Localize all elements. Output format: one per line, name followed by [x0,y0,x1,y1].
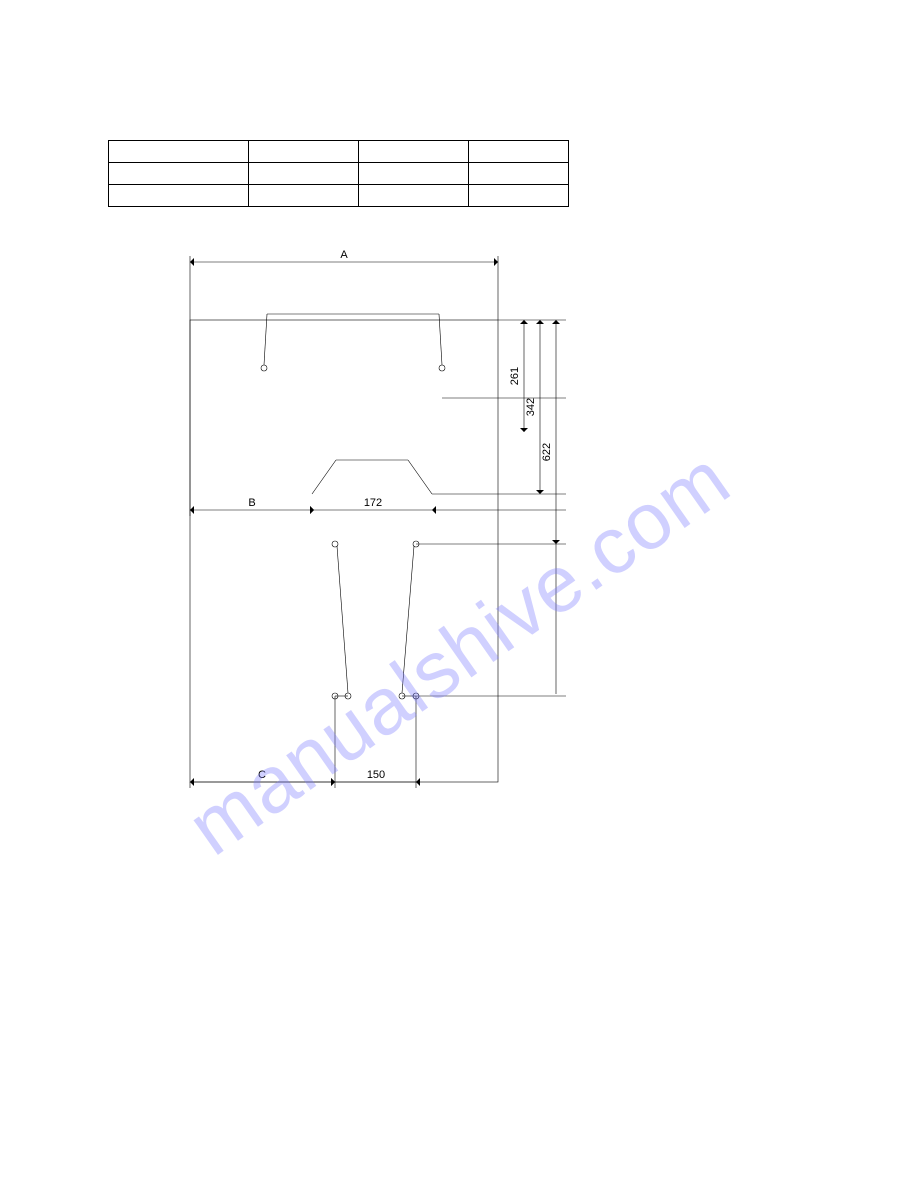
svg-text:172: 172 [364,497,382,509]
svg-text:C: C [258,769,266,781]
technical-drawing: A B 172 C 150 261 342 622 [0,0,918,1188]
svg-text:622: 622 [541,443,553,461]
svg-text:A: A [340,249,348,261]
svg-text:150: 150 [367,769,385,781]
svg-text:B: B [248,497,255,509]
svg-text:342: 342 [525,398,537,416]
svg-text:261: 261 [509,367,521,385]
